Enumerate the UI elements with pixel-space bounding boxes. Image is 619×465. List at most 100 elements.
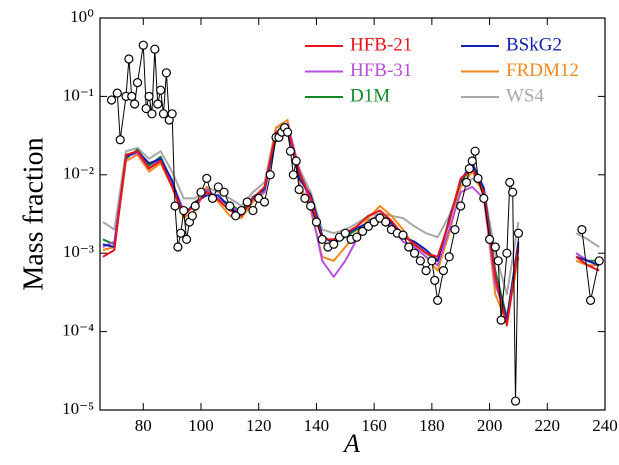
observed-point	[147, 109, 157, 119]
observed-point	[156, 85, 166, 95]
x-tick-label: 100	[188, 416, 214, 435]
observed-point	[291, 156, 301, 166]
observed-point	[231, 211, 241, 221]
observed-point	[513, 228, 524, 238]
series-line	[102, 122, 600, 319]
observed-point	[153, 99, 163, 109]
x-tick-label: 140	[304, 416, 330, 435]
observed-point	[179, 205, 189, 216]
observed-point	[421, 265, 431, 276]
observed-point	[496, 315, 506, 325]
observed-point	[577, 224, 587, 235]
observed-point	[150, 44, 160, 54]
observed-point	[306, 201, 316, 211]
series-line	[102, 124, 600, 319]
observed-point	[242, 197, 252, 207]
observed-point	[381, 217, 391, 227]
observed-point	[187, 211, 197, 221]
observed-point	[138, 40, 148, 50]
observed-point	[415, 256, 425, 266]
observed-point	[161, 68, 171, 78]
y-tick-label: 10⁻³	[63, 242, 94, 261]
observed-point	[173, 242, 183, 252]
observed-point	[265, 170, 275, 180]
observed-point	[317, 234, 327, 244]
x-tick-label: 120	[246, 416, 272, 435]
observed-point	[202, 173, 212, 183]
observed-point	[456, 201, 466, 211]
observed-point	[464, 163, 474, 174]
observed-point	[285, 146, 296, 156]
y-axis-label: Mass fraction	[18, 137, 49, 290]
observed-point	[259, 197, 270, 207]
observed-point	[213, 182, 223, 192]
series-line	[102, 128, 600, 322]
observed-point	[490, 242, 500, 252]
observed-point	[479, 193, 489, 204]
legend-label: HFB-31	[350, 60, 412, 81]
observed-point	[236, 205, 246, 216]
legend-label: WS4	[506, 85, 545, 106]
observed-point	[311, 217, 322, 227]
observed-point	[170, 201, 180, 211]
observed-point	[219, 187, 229, 197]
observed-point	[433, 295, 443, 306]
y-tick-label: 10⁻²	[63, 164, 94, 183]
observed-point	[461, 177, 472, 187]
observed-point	[106, 95, 117, 105]
observed-point	[300, 193, 310, 204]
observed-point	[473, 173, 483, 183]
observed-point	[127, 91, 137, 102]
x-tick-label: 180	[419, 416, 445, 435]
observed-point	[585, 295, 596, 306]
plot-area	[102, 40, 604, 406]
series-line	[102, 126, 600, 327]
observed-point	[352, 232, 362, 242]
observed-point	[130, 99, 140, 109]
observed-point	[510, 396, 521, 406]
observed-point	[358, 226, 368, 236]
observed-point	[450, 224, 460, 235]
observed-point	[404, 242, 414, 252]
observed-point	[112, 88, 122, 98]
y-tick-label: 10⁰	[70, 7, 94, 26]
legend-label: FRDM12	[506, 60, 579, 81]
legend-label: BSkG2	[506, 34, 562, 55]
plot-frame	[99, 17, 606, 411]
observed-point	[176, 228, 186, 238]
observed-point	[505, 177, 515, 187]
observed-point	[115, 135, 125, 145]
observed-point	[409, 248, 420, 258]
observed-point	[190, 201, 200, 211]
observed-point	[141, 103, 151, 114]
observed-point	[294, 184, 304, 195]
observed-point	[398, 230, 408, 240]
observed-point	[196, 187, 206, 197]
series-line	[102, 124, 600, 296]
observed-point	[594, 256, 604, 266]
observed-point	[288, 170, 298, 180]
x-tick-label: 220	[535, 416, 561, 435]
observed-point	[167, 109, 177, 119]
observed-point	[181, 234, 192, 244]
observed-point	[132, 77, 143, 88]
observed-point	[438, 265, 448, 276]
y-tick-label: 10⁻⁵	[62, 399, 94, 418]
legend-label: D1M	[350, 85, 390, 106]
observed-point	[144, 91, 154, 102]
x-tick-label: 160	[361, 416, 387, 435]
x-tick-label: 200	[477, 416, 503, 435]
observed-point	[502, 248, 512, 258]
observed-point	[467, 156, 477, 166]
observed-point	[248, 205, 258, 216]
observed-point	[430, 275, 440, 285]
x-tick-label: 240	[592, 416, 618, 435]
observed-point	[427, 256, 437, 266]
observed-point	[207, 193, 218, 204]
observed-point	[484, 234, 495, 244]
observed-point	[329, 239, 339, 249]
observed-point	[508, 187, 518, 197]
observed-point	[493, 256, 503, 266]
legend-label: HFB-21	[350, 34, 412, 55]
